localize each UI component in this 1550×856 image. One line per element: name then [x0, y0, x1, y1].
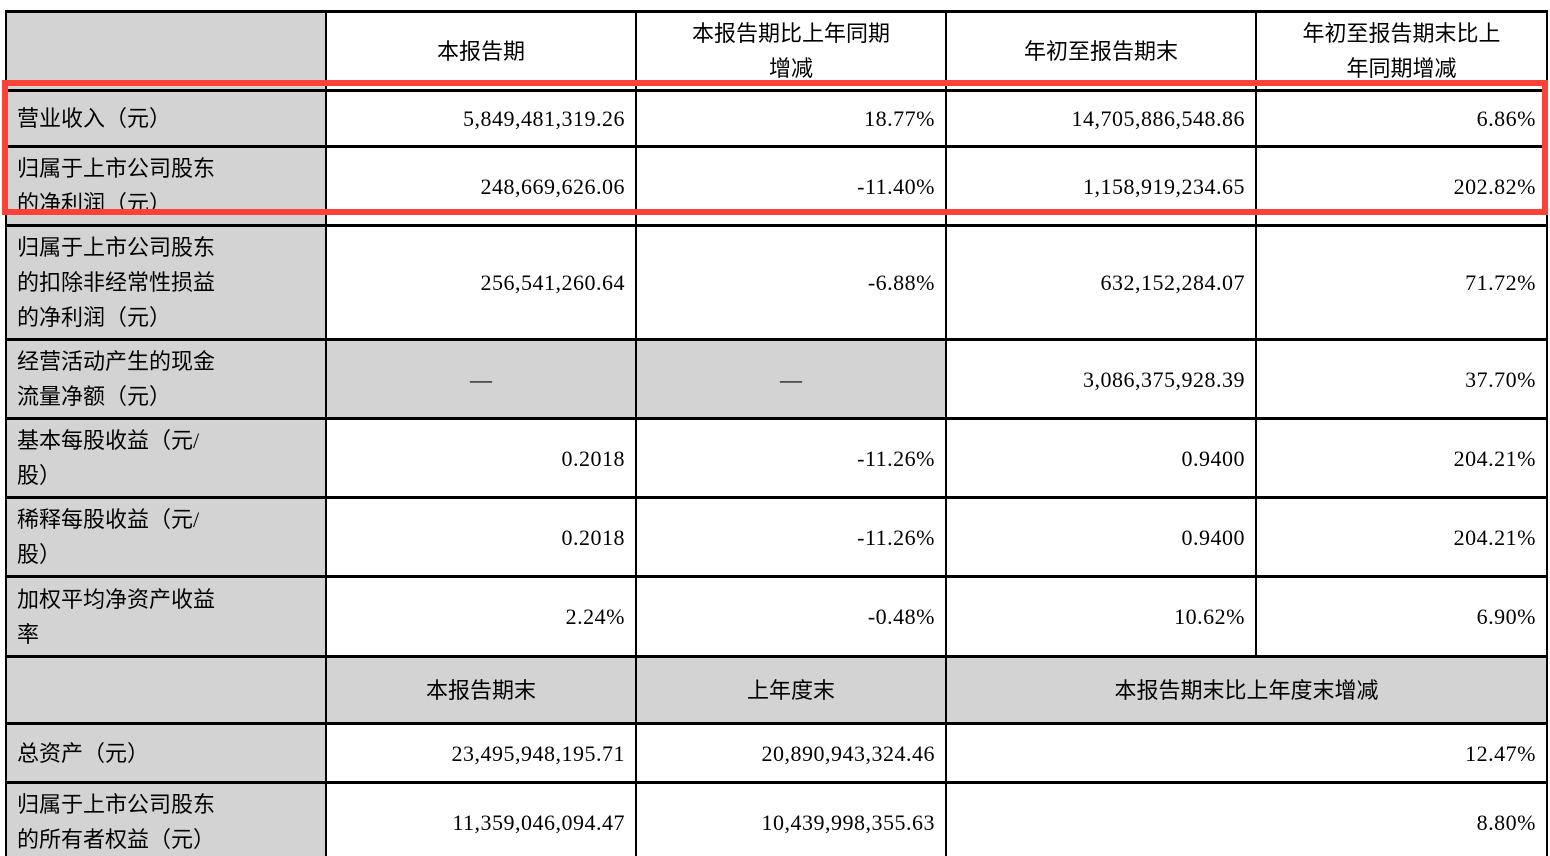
header-year-to-date-yoy-change: 年初至报告期末比上 年同期增减 — [1255, 10, 1548, 92]
revenue-ytd-value: 14,705,886,548.86 — [945, 89, 1257, 148]
diluted-eps-label: 稀释每股收益（元/ 股） — [5, 496, 327, 578]
header-current-period-yoy-change: 本报告期比上年同期 增减 — [635, 10, 947, 92]
net-profit-excl-yoy-value: -6.88% — [635, 224, 947, 341]
table-row-basic-eps: 基本每股收益（元/ 股） 0.2018 -11.26% 0.9400 204.2… — [5, 417, 1548, 499]
net-profit-excl-ytd-value: 632,152,284.07 — [945, 224, 1257, 341]
net-profit-excl-current-value: 256,541,260.64 — [325, 224, 637, 341]
net-profit-ytd-value: 1,158,919,234.65 — [945, 145, 1257, 227]
cash-flow-label: 经营活动产生的现金 流量净额（元） — [5, 338, 327, 420]
net-profit-label: 归属于上市公司股东 的净利润（元） — [5, 145, 327, 227]
header-year-to-date: 年初至报告期末 — [945, 10, 1257, 92]
total-assets-end-value: 23,495,948,195.71 — [325, 722, 637, 784]
table-row-net-profit-excl-nonrecurring: 归属于上市公司股东 的扣除非经常性损益 的净利润（元） 256,541,260.… — [5, 224, 1548, 341]
net-profit-excl-ytd-yoy-value: 71.72% — [1255, 224, 1548, 341]
net-profit-yoy-value: -11.40% — [635, 145, 947, 227]
basic-eps-current-value: 0.2018 — [325, 417, 637, 499]
diluted-eps-current-value: 0.2018 — [325, 496, 637, 578]
table-row-operating-cash-flow: 经营活动产生的现金 流量净额（元） — — 3,086,375,928.39 3… — [5, 338, 1548, 420]
diluted-eps-ytd-yoy-value: 204.21% — [1255, 496, 1548, 578]
owners-equity-label: 归属于上市公司股东 的所有者权益（元） — [5, 781, 327, 856]
table-row-net-profit: 归属于上市公司股东 的净利润（元） 248,669,626.06 -11.40%… — [5, 145, 1548, 227]
weighted-roe-label: 加权平均净资产收益 率 — [5, 575, 327, 658]
basic-eps-ytd-yoy-value: 204.21% — [1255, 417, 1548, 499]
diluted-eps-yoy-value: -11.26% — [635, 496, 947, 578]
basic-eps-label: 基本每股收益（元/ 股） — [5, 417, 327, 499]
weighted-roe-ytd-yoy-value: 6.90% — [1255, 575, 1548, 658]
revenue-yoy-value: 18.77% — [635, 89, 947, 148]
financial-summary-table: 本报告期 本报告期比上年同期 增减 年初至报告期末 年初至报告期末比上 年同期增… — [5, 10, 1548, 856]
basic-eps-yoy-value: -11.26% — [635, 417, 947, 499]
cash-flow-ytd-value: 3,086,375,928.39 — [945, 338, 1257, 420]
header-empty-cell — [5, 10, 327, 92]
header-change-vs-prior-year-end: 本报告期末比上年度末增减 — [945, 655, 1548, 725]
cash-flow-yoy-dash: — — [635, 338, 947, 420]
diluted-eps-ytd-value: 0.9400 — [945, 496, 1257, 578]
revenue-current-value: 5,849,481,319.26 — [325, 89, 637, 148]
total-assets-label: 总资产（元） — [5, 722, 327, 784]
weighted-roe-current-value: 2.24% — [325, 575, 637, 658]
period-header-row: 本报告期 本报告期比上年同期 增减 年初至报告期末 年初至报告期末比上 年同期增… — [5, 10, 1548, 92]
table-row-total-assets: 总资产（元） 23,495,948,195.71 20,890,943,324.… — [5, 722, 1548, 784]
owners-equity-end-value: 11,359,046,094.47 — [325, 781, 637, 856]
net-profit-ytd-yoy-value: 202.82% — [1255, 145, 1548, 227]
weighted-roe-yoy-value: -0.48% — [635, 575, 947, 658]
owners-equity-prev-end-value: 10,439,998,355.63 — [635, 781, 947, 856]
net-profit-current-value: 248,669,626.06 — [325, 145, 637, 227]
header-prior-year-end: 上年度末 — [635, 655, 947, 725]
cash-flow-ytd-yoy-value: 37.70% — [1255, 338, 1548, 420]
basic-eps-ytd-value: 0.9400 — [945, 417, 1257, 499]
table-row-weighted-roe: 加权平均净资产收益 率 2.24% -0.48% 10.62% 6.90% — [5, 575, 1548, 658]
cash-flow-current-dash: — — [325, 338, 637, 420]
header-current-period: 本报告期 — [325, 10, 637, 92]
table-row-owners-equity: 归属于上市公司股东 的所有者权益（元） 11,359,046,094.47 10… — [5, 781, 1548, 856]
owners-equity-change-value: 8.80% — [945, 781, 1548, 856]
revenue-label: 营业收入（元） — [5, 89, 327, 148]
weighted-roe-ytd-value: 10.62% — [945, 575, 1257, 658]
period-end-header-row: 本报告期末 上年度末 本报告期末比上年度末增减 — [5, 655, 1548, 725]
revenue-ytd-yoy-value: 6.86% — [1255, 89, 1548, 148]
header2-empty-cell — [5, 655, 327, 725]
total-assets-change-value: 12.47% — [945, 722, 1548, 784]
table-row-diluted-eps: 稀释每股收益（元/ 股） 0.2018 -11.26% 0.9400 204.2… — [5, 496, 1548, 578]
table-row-revenue: 营业收入（元） 5,849,481,319.26 18.77% 14,705,8… — [5, 89, 1548, 148]
net-profit-excl-label: 归属于上市公司股东 的扣除非经常性损益 的净利润（元） — [5, 224, 327, 341]
total-assets-prev-end-value: 20,890,943,324.46 — [635, 722, 947, 784]
header-report-period-end: 本报告期末 — [325, 655, 637, 725]
